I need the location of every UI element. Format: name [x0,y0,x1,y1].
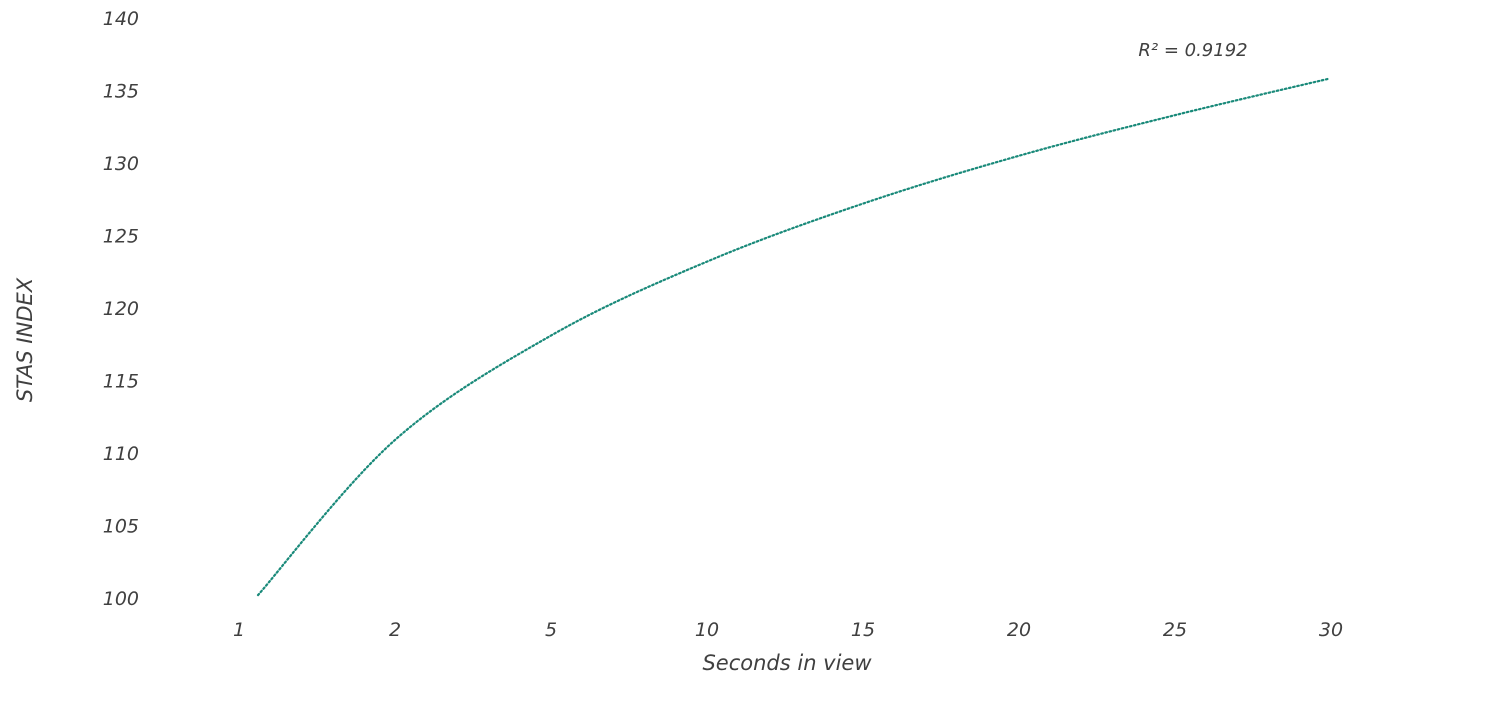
y-tick-label: 140 [103,8,139,30]
x-tick-label: 1 [233,619,245,641]
r-squared-annotation: R² = 0.9192 [1138,40,1247,61]
x-tick-label: 2 [389,619,401,641]
y-tick-label: 125 [103,226,139,248]
x-tick-label: 25 [1163,619,1187,641]
y-tick-label: 135 [103,81,139,103]
y-axis-title: STAS INDEX [13,277,37,402]
y-tick-label: 120 [103,298,139,320]
x-tick-label: 5 [545,619,557,641]
y-tick-label: 100 [103,588,139,610]
y-axis-ticks: 100 105 110 115 120 125 130 135 140 [103,8,139,610]
x-tick-label: 20 [1007,619,1031,641]
x-tick-label: 30 [1319,619,1343,641]
x-tick-label: 15 [851,619,875,641]
y-tick-label: 115 [103,371,139,393]
y-tick-label: 105 [103,516,139,538]
series-trendline [256,77,1330,597]
y-tick-label: 130 [103,153,139,175]
x-tick-label: 10 [695,619,719,641]
x-axis-ticks: 1 2 5 10 15 20 25 30 [233,619,1343,641]
y-tick-label: 110 [103,443,139,465]
x-axis-title: Seconds in view [702,651,872,675]
